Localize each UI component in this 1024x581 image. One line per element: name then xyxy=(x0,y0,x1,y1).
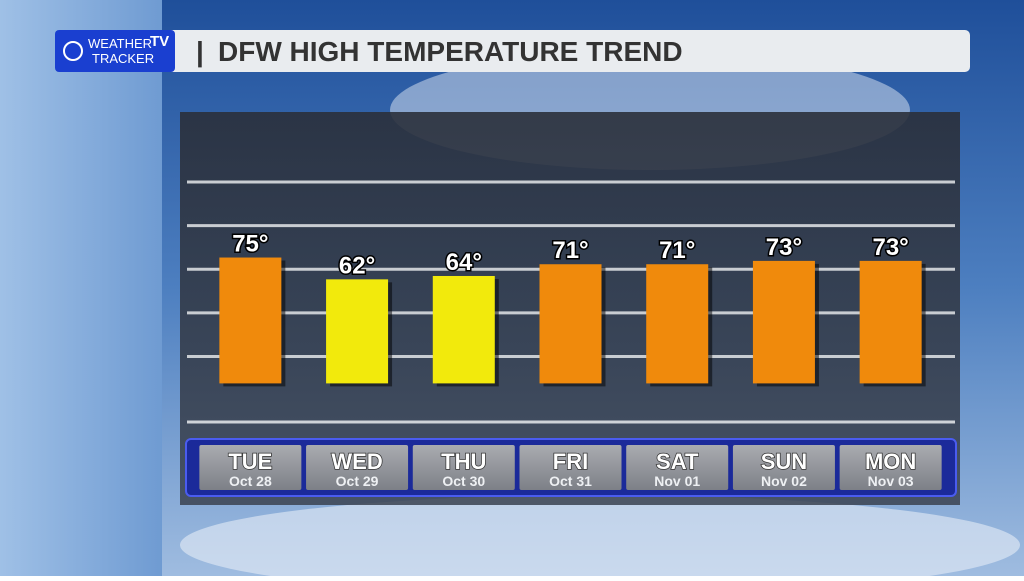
logo-badge: TV xyxy=(150,33,169,50)
chart-title: DFW HIGH TEMPERATURE TREND xyxy=(218,36,683,67)
date-label: Oct 30 xyxy=(442,473,485,489)
logo-icon xyxy=(63,41,83,61)
bar xyxy=(326,279,389,384)
date-label: Nov 03 xyxy=(868,473,914,489)
date-label: Nov 02 xyxy=(761,473,807,489)
value-label: 73° xyxy=(766,234,802,261)
day-cell xyxy=(199,445,302,490)
date-label: Oct 31 xyxy=(549,473,592,489)
value-label: 75° xyxy=(232,231,268,258)
day-cell xyxy=(519,445,622,490)
day-cell xyxy=(732,445,835,490)
bar xyxy=(539,264,602,384)
value-label: 71° xyxy=(659,237,695,264)
title-divider: | xyxy=(196,36,204,67)
value-label: 64° xyxy=(446,249,482,276)
bar xyxy=(432,275,495,384)
bar xyxy=(752,260,815,384)
day-cell xyxy=(839,445,942,490)
header-bar xyxy=(55,30,970,72)
x-tick-label: TUE xyxy=(228,449,272,474)
bar xyxy=(219,257,282,384)
bar xyxy=(646,264,709,384)
day-cell xyxy=(412,445,515,490)
side-panel xyxy=(0,0,162,576)
x-tick-label: FRI xyxy=(553,449,588,474)
value-label: 62° xyxy=(339,252,375,279)
value-label: 71° xyxy=(552,237,588,264)
logo-text: TRACKER xyxy=(92,51,154,66)
logo-text: WEATHER xyxy=(88,36,152,51)
date-label: Oct 29 xyxy=(336,473,379,489)
x-tick-label: THU xyxy=(441,449,486,474)
x-tick-label: SUN xyxy=(761,449,807,474)
bar xyxy=(859,260,922,384)
date-label: Nov 01 xyxy=(654,473,700,489)
cloud xyxy=(180,495,1020,581)
value-label: 73° xyxy=(872,234,908,261)
x-tick-label: WED xyxy=(331,449,382,474)
x-tick-label: MON xyxy=(865,449,916,474)
day-cell xyxy=(626,445,729,490)
x-tick-label: SAT xyxy=(656,449,699,474)
day-cell xyxy=(306,445,409,490)
date-label: Oct 28 xyxy=(229,473,272,489)
logo xyxy=(55,30,175,72)
